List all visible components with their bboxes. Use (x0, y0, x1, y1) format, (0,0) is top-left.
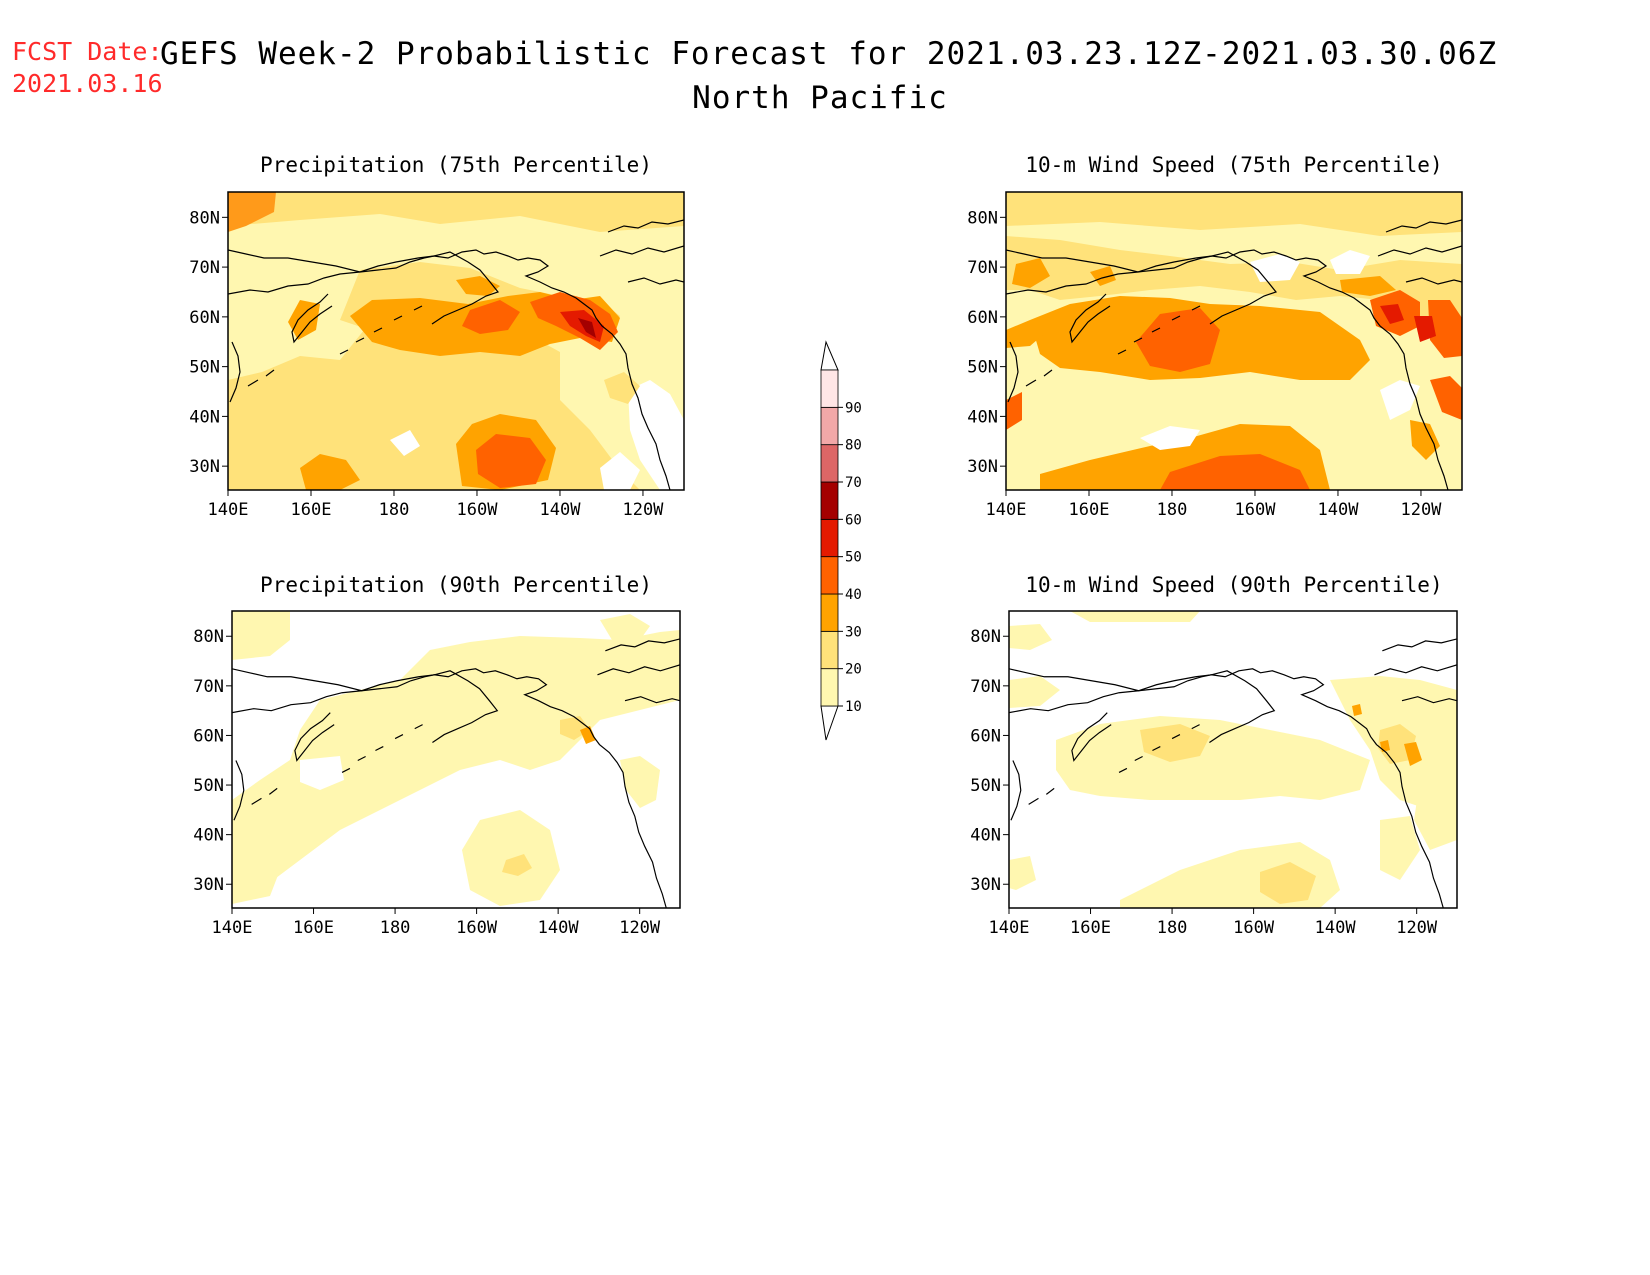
colorbar-label: 80 (845, 438, 862, 454)
map-wind90: 80N 70N 60N 50N 40N 30N 140E 160E 180 160W 140W 120… (970, 610, 1458, 938)
map-precip75: 80N 70N 60N 50N 40N 30N 140E 160E 180 160W 140W 120… (189, 191, 685, 520)
panel-title-precip75: Precipitation (75th Percentile) (260, 153, 652, 177)
colorbar-swatch (820, 406, 839, 446)
colorbar-swatch (820, 444, 839, 483)
lat-tick-label: 60N (193, 726, 224, 746)
colorbar-label: 10 (845, 699, 862, 715)
colorbar-label: 60 (845, 512, 862, 528)
lat-tick-label: 30N (193, 875, 224, 895)
lon-tick-label: 120W (1396, 918, 1438, 938)
axes-precip75: 80N 70N 60N 50N 40N 30N 140E 160E 180 160W 140W 120… (189, 208, 664, 520)
lon-tick-label: 140E (212, 918, 253, 938)
colorbar-label: 30 (845, 624, 862, 640)
lon-tick-label: 120W (622, 500, 664, 520)
lat-tick-label: 40N (189, 407, 220, 427)
lat-tick-label: 70N (970, 677, 1001, 697)
colorbar-swatch (820, 630, 839, 670)
colorbar-swatch (820, 593, 839, 632)
fcst-date: 2021.03.16 (12, 69, 163, 98)
lon-tick-label: 160W (1233, 918, 1275, 938)
lat-tick-label: 70N (189, 258, 220, 278)
title-line-2: North Pacific (692, 80, 948, 116)
lat-tick-label: 50N (967, 358, 998, 378)
colorbar-swatch (820, 556, 839, 595)
lon-tick-label: 160E (291, 500, 332, 520)
lat-tick-label: 30N (189, 457, 220, 477)
axes-wind75: 80N 70N 60N 50N 40N 30N 140E 160E 180 160W 140W 120… (967, 208, 1442, 520)
lon-tick-label: 180 (1157, 500, 1188, 520)
lon-tick-label: 140E (208, 500, 249, 520)
panel-title-wind75: 10-m Wind Speed (75th Percentile) (1025, 153, 1443, 177)
lat-tick-label: 30N (967, 457, 998, 477)
colorbar-label: 50 (845, 550, 862, 566)
lon-tick-label: 180 (380, 918, 411, 938)
colorbar-swatch (820, 668, 839, 707)
forecast-date-label: FCST Date: 2021.03.16 (12, 36, 163, 100)
lat-tick-label: 60N (970, 726, 1001, 746)
colorbar-swatch (820, 481, 839, 520)
lon-tick-label: 160W (456, 918, 498, 938)
lat-tick-label: 40N (967, 407, 998, 427)
colorbar-label: 40 (845, 587, 862, 603)
lat-tick-label: 40N (193, 826, 224, 846)
lat-tick-label: 80N (189, 208, 220, 228)
panel-title-wind90: 10-m Wind Speed (90th Percentile) (1025, 573, 1443, 597)
lat-tick-label: 40N (970, 826, 1001, 846)
lon-tick-label: 140E (989, 918, 1030, 938)
lat-tick-label: 60N (967, 308, 998, 328)
colorbar-label: 90 (845, 400, 862, 416)
lat-tick-label: 70N (193, 677, 224, 697)
lat-tick-label: 60N (189, 308, 220, 328)
map-precip90: 80N 70N 60N 50N 40N 30N 140E 160E 180 160W 140W 120… (193, 610, 681, 938)
lon-tick-label: 120W (619, 918, 661, 938)
lat-tick-label: 80N (193, 627, 224, 647)
axes-wind90: 80N 70N 60N 50N 40N 30N 140E 160E 180 160W 140W 120… (970, 627, 1438, 938)
lon-tick-label: 160W (456, 500, 498, 520)
colorbar-swatch (820, 518, 839, 558)
axes-precip90: 80N 70N 60N 50N 40N 30N 140E 160E 180 160W 140W 120… (193, 627, 661, 938)
lon-tick-label: 180 (1157, 918, 1188, 938)
lon-tick-label: 120W (1400, 500, 1442, 520)
fcst-label: FCST Date: (12, 37, 163, 66)
lat-tick-label: 50N (970, 776, 1001, 796)
lon-tick-label: 160E (293, 918, 334, 938)
lat-tick-label: 70N (967, 258, 998, 278)
page-title: GEFS Week-2 Probabilistic Forecast for 2… (160, 32, 1498, 120)
lon-tick-label: 140E (986, 500, 1027, 520)
lat-tick-label: 80N (967, 208, 998, 228)
colorbar-label: 70 (845, 475, 862, 491)
colorbar: 10 20 30 40 50 60 70 80 90 (820, 340, 862, 741)
lon-tick-label: 160E (1070, 918, 1111, 938)
panel-title-precip90: Precipitation (90th Percentile) (260, 573, 652, 597)
colorbar-label: 20 (845, 662, 862, 678)
lon-tick-label: 160E (1069, 500, 1110, 520)
lat-tick-label: 80N (970, 627, 1001, 647)
lon-tick-label: 180 (379, 500, 410, 520)
lon-tick-label: 140W (538, 918, 580, 938)
lat-tick-label: 30N (970, 875, 1001, 895)
lat-tick-label: 50N (189, 358, 220, 378)
lat-tick-label: 50N (193, 776, 224, 796)
title-line-1: GEFS Week-2 Probabilistic Forecast for 2… (160, 36, 1498, 72)
map-wind75: 80N 70N 60N 50N 40N 30N 140E 160E 180 160W 140W 120… (967, 191, 1463, 520)
lon-tick-label: 140W (1315, 918, 1357, 938)
lon-tick-label: 160W (1234, 500, 1276, 520)
lon-tick-label: 140W (539, 500, 581, 520)
lon-tick-label: 140W (1317, 500, 1359, 520)
colorbar-swatch (820, 369, 839, 408)
